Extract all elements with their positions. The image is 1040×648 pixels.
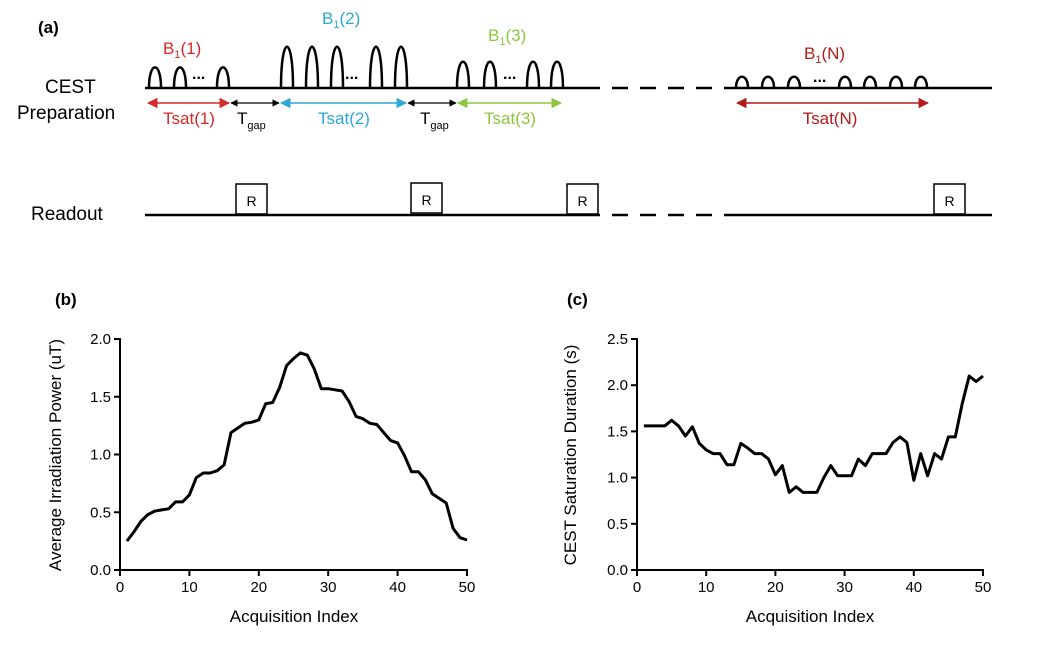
pulse-b1-3-2 <box>482 60 498 89</box>
chart-c-axes <box>636 338 984 571</box>
tsat-label-2: Tsat(2) <box>318 109 370 128</box>
chart-b-xtick-label: 40 <box>389 579 406 596</box>
chart-b-xtick-label: 20 <box>250 579 267 596</box>
chart-c-series-line-1 <box>643 374 984 494</box>
chart-c-ytick-label: 1.5 <box>607 423 628 440</box>
pulse-b1-2-3 <box>329 45 345 89</box>
cest-row-label-line1: CEST <box>45 77 96 98</box>
b1-label-2: B1(2) <box>322 9 360 31</box>
panel-a: (a) CEST Preparation ... ... ... ... B1(… <box>17 9 992 225</box>
b1-label-1: B1(1) <box>163 39 201 61</box>
chart-c: (c) 0 10 20 30 40 50 0.0 0.5 1.0 1.5 2.0 2.5 Acqui… <box>561 290 991 626</box>
chart-b-series <box>125 351 468 543</box>
chart-c-panel-label: (c) <box>567 290 588 309</box>
pulse-b1-n-5 <box>862 75 878 89</box>
pulse-b1-3-3 <box>525 60 541 89</box>
chart-b-ytick-label: 0.0 <box>90 562 111 579</box>
chart-b-ytick-label: 0.5 <box>90 504 111 521</box>
pulse-ellipsis-n: ... <box>813 69 826 86</box>
tsat-label-n: Tsat(N) <box>803 109 858 128</box>
chart-b-ylabel: Average Irradiation Power (uT) <box>46 339 65 571</box>
pulse-b1-n-4 <box>837 75 853 89</box>
chart-b-xtick-label: 50 <box>459 579 476 596</box>
chart-b-series-line-1 <box>125 351 468 543</box>
pulse-b1-n-6 <box>888 75 904 89</box>
tgap-label-1: Tgap <box>237 109 266 132</box>
readout-box-1: R <box>235 183 268 215</box>
readout-row-label: Readout <box>31 204 104 225</box>
readout-box-2: R <box>410 182 443 214</box>
panel-a-label: (a) <box>38 18 59 37</box>
pulse-b1-n-1 <box>734 75 750 89</box>
chart-c-ytick-label: 1.0 <box>607 470 628 487</box>
chart-c-y-ticks: 0.0 0.5 1.0 1.5 2.0 2.5 <box>607 331 637 579</box>
chart-b-panel-label: (b) <box>55 290 77 309</box>
pulse-b1-n-7 <box>913 75 929 89</box>
pulse-b1-1-3 <box>215 66 231 89</box>
pulse-b1-3-4 <box>549 60 565 89</box>
chart-b-ytick-label: 1.5 <box>90 389 111 406</box>
pulse-b1-n-3 <box>786 75 802 89</box>
pulse-ellipsis-3: ... <box>503 66 516 83</box>
chart-c-ylabel: CEST Saturation Duration (s) <box>561 345 580 566</box>
readout-box-3-label: R <box>577 193 587 209</box>
pulse-b1-2-4 <box>368 45 384 89</box>
chart-c-ytick-label: 0.5 <box>607 516 628 533</box>
pulse-b1-1-1 <box>147 66 163 89</box>
chart-b-xtick-label: 10 <box>181 579 198 596</box>
pulse-ellipsis-1: ... <box>192 66 205 83</box>
rf-pulses <box>147 45 929 89</box>
pulse-ellipsis-2: ... <box>345 66 358 83</box>
chart-c-xtick-label: 30 <box>836 579 853 596</box>
chart-b-axes <box>119 338 468 571</box>
chart-c-series <box>643 374 984 494</box>
chart-b-ytick-label: 2.0 <box>90 331 111 348</box>
pulse-b1-1-2 <box>172 66 188 89</box>
pulse-b1-2-1 <box>279 45 295 89</box>
chart-c-ytick-label: 2.5 <box>607 331 628 348</box>
b1-label-n: B1(N) <box>804 44 845 66</box>
pulse-b1-3-1 <box>455 60 471 89</box>
readout-box-n-label: R <box>944 193 954 209</box>
chart-c-xlabel: Acquisition Index <box>746 607 875 626</box>
chart-c-xtick-label: 0 <box>633 579 641 596</box>
pulse-b1-2-2 <box>304 45 320 89</box>
tsat-label-1: Tsat(1) <box>163 109 215 128</box>
cest-row-label-line2: Preparation <box>17 103 115 124</box>
chart-b: (b) 0 10 20 30 40 50 0.0 0.5 1.0 1.5 2.0 Acquisit… <box>46 290 475 626</box>
chart-c-xtick-label: 10 <box>698 579 715 596</box>
pulse-b1-n-2 <box>760 75 776 89</box>
chart-c-ytick-label: 0.0 <box>607 562 628 579</box>
readout-box-3: R <box>566 183 599 215</box>
pulse-b1-2-5 <box>393 45 409 89</box>
chart-b-xtick-label: 30 <box>320 579 337 596</box>
chart-c-x-ticks: 0 10 20 30 40 50 <box>633 570 992 596</box>
chart-c-ytick-label: 2.0 <box>607 377 628 394</box>
b1-label-3: B1(3) <box>488 26 526 48</box>
readout-box-2-label: R <box>421 192 431 208</box>
chart-c-xtick-label: 40 <box>905 579 922 596</box>
chart-b-xlabel: Acquisition Index <box>230 607 359 626</box>
readout-box-1-label: R <box>246 193 256 209</box>
chart-b-y-ticks: 0.0 0.5 1.0 1.5 2.0 <box>90 331 120 579</box>
chart-c-xtick-label: 50 <box>975 579 992 596</box>
tsat-label-3: Tsat(3) <box>484 109 536 128</box>
chart-b-xtick-label: 0 <box>116 579 124 596</box>
chart-c-xtick-label: 20 <box>767 579 784 596</box>
tgap-label-2: Tgap <box>420 109 449 132</box>
chart-b-x-ticks: 0 10 20 30 40 50 <box>116 570 476 596</box>
readout-box-n: R <box>933 183 966 215</box>
chart-b-ytick-label: 1.0 <box>90 447 111 464</box>
